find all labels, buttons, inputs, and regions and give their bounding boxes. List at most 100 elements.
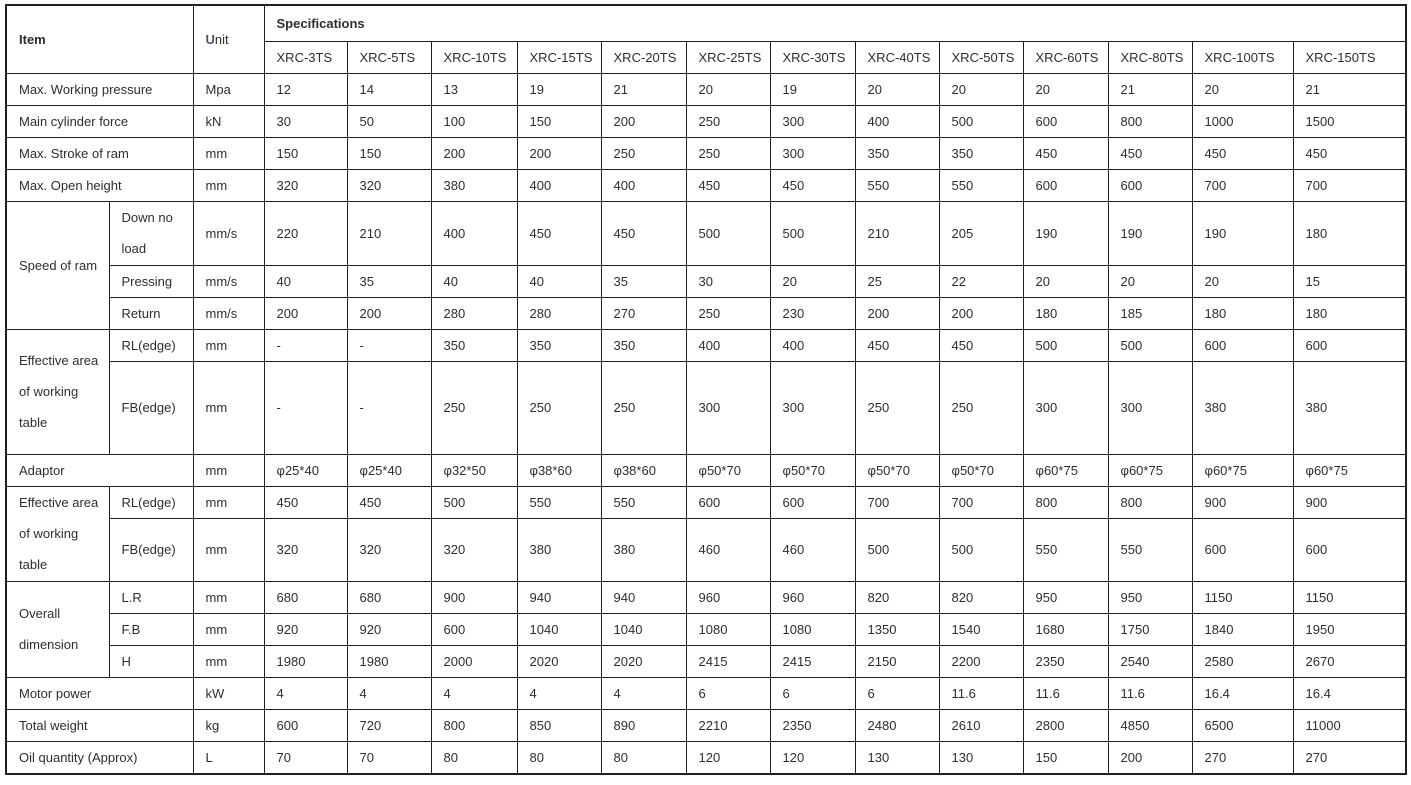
spec-value: 2200 <box>938 644 1024 678</box>
spec-value: 80 <box>516 740 602 774</box>
spec-value: 550 <box>1022 517 1109 582</box>
spec-value: 300 <box>1022 360 1109 455</box>
spec-value: 500 <box>769 200 856 266</box>
spec-value: 20 <box>685 72 771 106</box>
item-label: L.R <box>108 580 194 614</box>
column-header-model: XRC-15TS <box>516 40 602 74</box>
column-header-model: XRC-150TS <box>1292 40 1407 74</box>
spec-value: 700 <box>854 485 940 519</box>
spec-value: 6500 <box>1191 708 1294 742</box>
spec-value: 600 <box>1292 517 1407 582</box>
spec-value: 16.4 <box>1292 676 1407 710</box>
spec-value: 200 <box>263 296 348 330</box>
spec-value: 250 <box>854 360 940 455</box>
spec-value: 20 <box>1022 264 1109 298</box>
spec-value: 550 <box>1107 517 1193 582</box>
spec-value: 450 <box>263 485 348 519</box>
unit-value: mm <box>192 517 265 582</box>
spec-value: 700 <box>1292 168 1407 202</box>
spec-value: 20 <box>1107 264 1193 298</box>
spec-value: 200 <box>938 296 1024 330</box>
unit-value: mm/s <box>192 264 265 298</box>
spec-value: 20 <box>769 264 856 298</box>
spec-value: 960 <box>685 580 771 614</box>
spec-value: 11.6 <box>1107 676 1193 710</box>
spec-value: 500 <box>938 104 1024 138</box>
spec-value: 800 <box>1107 485 1193 519</box>
spec-value: 20 <box>938 72 1024 106</box>
spec-value: 450 <box>346 485 432 519</box>
item-label: FB(edge) <box>108 517 194 582</box>
spec-value: - <box>346 328 432 362</box>
spec-value: 205 <box>938 200 1024 266</box>
spec-value: 600 <box>1191 328 1294 362</box>
item-group-label: Speed of ram <box>5 200 110 330</box>
spec-value: 940 <box>600 580 687 614</box>
table-row: Pressing mm/s 40 35 40 40 35 30 20 25 22 20 20 20 15 <box>6 264 1407 298</box>
unit-value: mm <box>192 612 265 646</box>
spec-value: 500 <box>430 485 518 519</box>
spec-value: 200 <box>430 136 518 170</box>
spec-value: φ25*40 <box>263 453 348 487</box>
spec-value: 350 <box>938 136 1024 170</box>
spec-value: 380 <box>1292 360 1407 455</box>
spec-value: 190 <box>1022 200 1109 266</box>
spec-value: 35 <box>346 264 432 298</box>
spec-value: 300 <box>769 104 856 138</box>
table-row: Total weight kg 600 720 800 850 890 2210 2350 248… <box>5 708 1407 742</box>
spec-value: 300 <box>769 136 856 170</box>
spec-value: 200 <box>854 296 940 330</box>
spec-value: 320 <box>263 517 348 582</box>
column-header-model: XRC-3TS <box>263 40 348 74</box>
item-group-label: Effective area of working table <box>5 328 110 455</box>
spec-value: 1980 <box>263 644 348 678</box>
spec-value: 2350 <box>1022 644 1109 678</box>
table-row: Overall dimension L.R mm 680 680 900 940 940 960… <box>5 580 1407 678</box>
spec-value: 11000 <box>1292 708 1407 742</box>
spec-value: 220 <box>263 200 348 266</box>
spec-value: 700 <box>1191 168 1294 202</box>
spec-value: 180 <box>1292 200 1407 266</box>
spec-value: 800 <box>1022 485 1109 519</box>
spec-value: 4 <box>346 676 432 710</box>
spec-value: 450 <box>1022 136 1109 170</box>
spec-value: 680 <box>346 580 432 614</box>
item-label: RL(edge) <box>108 485 194 519</box>
spec-value: 6 <box>769 676 856 710</box>
column-header-model: XRC-50TS <box>938 40 1024 74</box>
spec-value: 400 <box>516 168 602 202</box>
spec-value: 19 <box>516 72 602 106</box>
spec-value: 30 <box>685 264 771 298</box>
spec-value: 1840 <box>1191 612 1294 646</box>
spec-value: 2020 <box>600 644 687 678</box>
item-label: F.B <box>108 612 194 646</box>
spec-value: 600 <box>1191 517 1294 582</box>
spec-value: 11.6 <box>1022 676 1109 710</box>
spec-value: φ60*75 <box>1191 453 1294 487</box>
spec-value: 250 <box>600 360 687 455</box>
spec-value: φ50*70 <box>769 453 856 487</box>
unit-value: mm <box>192 168 265 202</box>
spec-value: φ38*60 <box>516 453 602 487</box>
spec-value: 250 <box>600 136 687 170</box>
spec-value: φ50*70 <box>685 453 771 487</box>
spec-value: 320 <box>263 168 348 202</box>
spec-value: 500 <box>854 517 940 582</box>
spec-value: 450 <box>1107 136 1193 170</box>
spec-value: 210 <box>854 200 940 266</box>
spec-value: 320 <box>346 517 432 582</box>
spec-value: 450 <box>854 328 940 362</box>
spec-value: 130 <box>854 740 940 774</box>
spec-value: 890 <box>600 708 687 742</box>
spec-value: 80 <box>430 740 518 774</box>
spec-value: 19 <box>769 72 856 106</box>
unit-value: L <box>192 740 265 774</box>
spec-value: 22 <box>938 264 1024 298</box>
spec-value: 4850 <box>1107 708 1193 742</box>
spec-value: φ50*70 <box>854 453 940 487</box>
spec-value: 100 <box>430 104 518 138</box>
spec-value: 550 <box>854 168 940 202</box>
spec-value: 600 <box>430 612 518 646</box>
spec-value: 550 <box>600 485 687 519</box>
